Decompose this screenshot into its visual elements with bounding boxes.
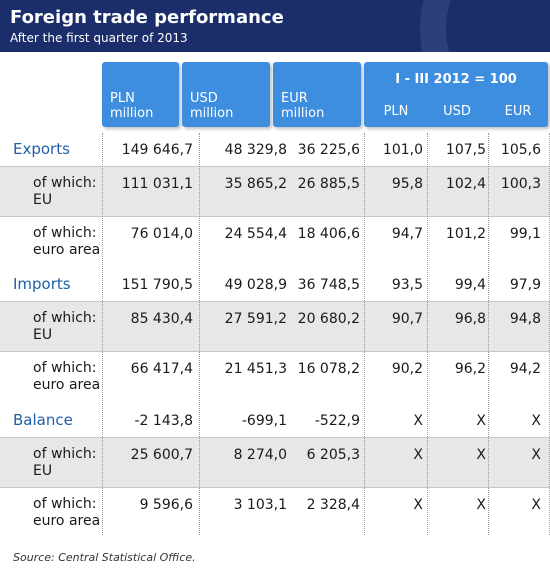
cell-eur: 36 225,6 bbox=[297, 142, 360, 158]
column-divider bbox=[427, 133, 428, 535]
cell-usd: 24 554,4 bbox=[224, 226, 287, 242]
cell-index-pln: X bbox=[413, 447, 423, 463]
cell-index-usd: 99,4 bbox=[454, 277, 486, 293]
cell-index-usd: 96,2 bbox=[454, 361, 486, 377]
cell-usd: -699,1 bbox=[241, 413, 287, 429]
cell-pln: -2 143,8 bbox=[134, 413, 194, 429]
column-divider bbox=[364, 133, 365, 535]
row-label-imports-euro-area: of which: euro area bbox=[33, 360, 101, 393]
cell-eur: -522,9 bbox=[314, 413, 360, 429]
cell-usd: 21 451,3 bbox=[224, 361, 287, 377]
cell-index-eur: 94,8 bbox=[509, 311, 541, 327]
row-divider bbox=[0, 301, 550, 302]
cell-pln: 66 417,4 bbox=[130, 361, 193, 377]
cell-index-usd: X bbox=[476, 497, 486, 513]
row-divider bbox=[0, 351, 550, 352]
row-label-balance-eu: of which: EU bbox=[33, 446, 97, 479]
row-label-imports-eu: of which: EU bbox=[33, 310, 97, 343]
index-column-header: I - III 2012 = 100 PLN USD EUR bbox=[364, 62, 548, 127]
cell-eur: 16 078,2 bbox=[297, 361, 360, 377]
cell-index-pln: 90,7 bbox=[391, 311, 423, 327]
index-header-title: I - III 2012 = 100 bbox=[395, 72, 517, 87]
page-subtitle: After the first quarter of 2013 bbox=[10, 31, 188, 45]
source-note: Source: Central Statistical Office. bbox=[13, 551, 196, 564]
row-divider bbox=[0, 437, 550, 438]
cell-index-usd: X bbox=[476, 447, 486, 463]
decorative-ring bbox=[420, 0, 550, 52]
cell-index-pln: 101,0 bbox=[382, 142, 423, 158]
column-divider bbox=[488, 133, 489, 535]
column-header-label: PLN million bbox=[110, 91, 154, 121]
cell-index-eur: X bbox=[531, 497, 541, 513]
column-header-label: EUR million bbox=[281, 91, 325, 121]
cell-index-eur: X bbox=[531, 447, 541, 463]
cell-eur: 36 748,5 bbox=[297, 277, 360, 293]
cell-usd: 27 591,2 bbox=[224, 311, 287, 327]
cell-eur: 26 885,5 bbox=[297, 176, 360, 192]
row-label-exports-euro-area: of which: euro area bbox=[33, 225, 101, 258]
title-bar: Foreign trade performance After the firs… bbox=[0, 0, 550, 52]
row-band bbox=[0, 166, 550, 216]
column-divider bbox=[199, 133, 200, 535]
cell-usd: 48 329,8 bbox=[224, 142, 287, 158]
row-divider bbox=[0, 487, 550, 488]
index-header-pln: PLN bbox=[383, 104, 409, 119]
cell-pln: 151 790,5 bbox=[121, 277, 193, 293]
row-label-balance: Balance bbox=[13, 411, 73, 429]
row-label-imports: Imports bbox=[13, 275, 71, 293]
row-divider bbox=[0, 216, 550, 217]
cell-eur: 6 205,3 bbox=[306, 447, 360, 463]
cell-pln: 111 031,1 bbox=[121, 176, 193, 192]
cell-index-usd: 107,5 bbox=[445, 142, 486, 158]
cell-pln: 76 014,0 bbox=[130, 226, 193, 242]
cell-index-pln: X bbox=[413, 413, 423, 429]
cell-index-eur: X bbox=[531, 413, 541, 429]
cell-pln: 9 596,6 bbox=[139, 497, 193, 513]
cell-index-usd: X bbox=[476, 413, 486, 429]
cell-usd: 3 103,1 bbox=[233, 497, 287, 513]
cell-pln: 25 600,7 bbox=[130, 447, 193, 463]
cell-usd: 49 028,9 bbox=[224, 277, 287, 293]
cell-usd: 35 865,2 bbox=[224, 176, 287, 192]
cell-eur: 18 406,6 bbox=[297, 226, 360, 242]
cell-pln: 85 430,4 bbox=[130, 311, 193, 327]
column-header-usd: USD million bbox=[182, 62, 270, 127]
row-label-exports: Exports bbox=[13, 140, 70, 158]
cell-index-eur: 94,2 bbox=[509, 361, 541, 377]
cell-index-usd: 101,2 bbox=[445, 226, 486, 242]
column-divider bbox=[102, 133, 103, 535]
row-label-balance-euro-area: of which: euro area bbox=[33, 496, 101, 529]
cell-pln: 149 646,7 bbox=[121, 142, 193, 158]
column-header-eur: EUR million bbox=[273, 62, 361, 127]
cell-index-pln: X bbox=[413, 497, 423, 513]
index-header-eur: EUR bbox=[504, 104, 532, 119]
index-header-usd: USD bbox=[443, 104, 471, 119]
row-band bbox=[0, 437, 550, 487]
cell-index-usd: 102,4 bbox=[445, 176, 486, 192]
row-band bbox=[0, 301, 550, 351]
cell-usd: 8 274,0 bbox=[233, 447, 287, 463]
page-title: Foreign trade performance bbox=[10, 7, 284, 28]
cell-index-eur: 105,6 bbox=[500, 142, 541, 158]
cell-index-usd: 96,8 bbox=[454, 311, 486, 327]
column-header-pln: PLN million bbox=[102, 62, 179, 127]
cell-index-eur: 100,3 bbox=[500, 176, 541, 192]
cell-eur: 2 328,4 bbox=[306, 497, 360, 513]
cell-index-pln: 94,7 bbox=[391, 226, 423, 242]
cell-eur: 20 680,2 bbox=[297, 311, 360, 327]
cell-index-pln: 95,8 bbox=[391, 176, 423, 192]
cell-index-pln: 93,5 bbox=[391, 277, 423, 293]
cell-index-eur: 97,9 bbox=[509, 277, 541, 293]
row-divider bbox=[0, 166, 550, 167]
column-header-label: USD million bbox=[190, 91, 234, 121]
cell-index-pln: 90,2 bbox=[391, 361, 423, 377]
row-label-exports-eu: of which: EU bbox=[33, 175, 97, 208]
cell-index-eur: 99,1 bbox=[509, 226, 541, 242]
